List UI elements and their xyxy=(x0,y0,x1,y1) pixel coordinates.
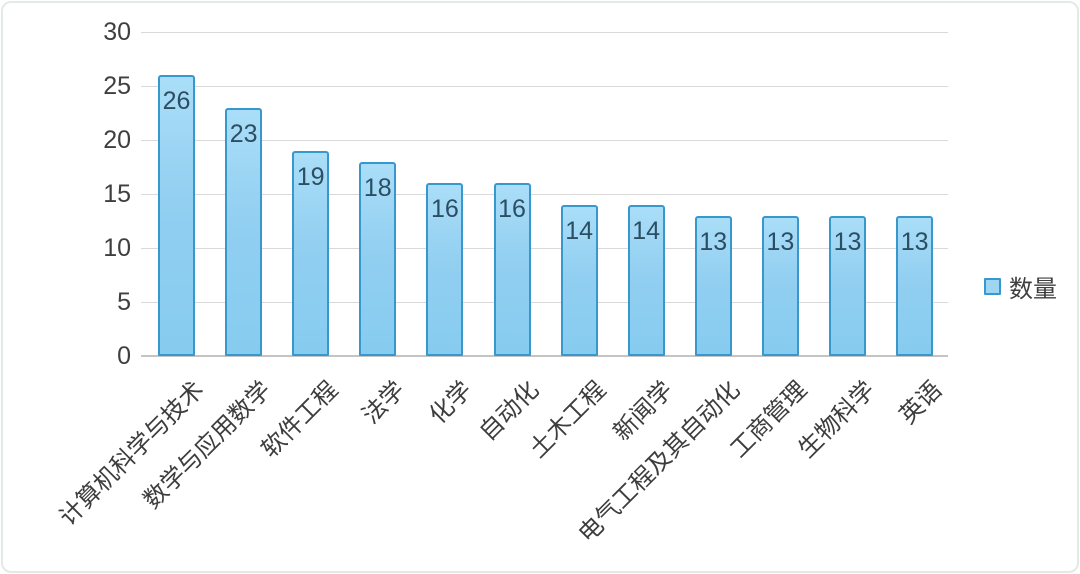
gridline xyxy=(141,194,948,195)
gridline xyxy=(141,140,948,141)
bar xyxy=(761,215,799,356)
bar xyxy=(292,150,330,356)
bar xyxy=(359,161,397,356)
bar xyxy=(560,204,598,356)
bar-value-label: 13 xyxy=(766,227,795,256)
y-axis-tick-label: 25 xyxy=(103,72,131,100)
gridline xyxy=(141,302,948,303)
bar xyxy=(493,183,531,356)
x-axis-category-label: 化学 xyxy=(424,376,478,430)
bar-value-label: 26 xyxy=(162,87,191,116)
bar xyxy=(829,215,866,356)
bar xyxy=(694,215,732,356)
bar-value-label: 23 xyxy=(229,119,258,148)
bar-value-label: 16 xyxy=(498,195,526,224)
bar-value-label: 16 xyxy=(430,195,459,224)
bar xyxy=(426,183,464,356)
bar xyxy=(158,75,195,356)
bar xyxy=(225,107,263,356)
bar-value-label: 19 xyxy=(296,162,325,191)
y-axis-tick-label: 15 xyxy=(103,180,131,208)
bar xyxy=(896,215,934,356)
y-axis-tick-label: 30 xyxy=(103,18,131,46)
x-axis-line xyxy=(141,355,948,357)
y-axis-tick-label: 5 xyxy=(117,288,131,316)
legend: 数量 xyxy=(984,269,1057,304)
x-axis-category-label: 英语 xyxy=(893,376,947,430)
y-axis-tick-label: 10 xyxy=(103,234,131,262)
x-axis-category-label: 数学与应用数学 xyxy=(138,376,276,515)
gridline xyxy=(141,248,948,249)
gridline xyxy=(141,86,948,87)
bar-value-label: 13 xyxy=(833,227,862,256)
bar-value-label: 13 xyxy=(699,227,728,256)
bar-value-label: 14 xyxy=(632,216,661,245)
bar-value-label: 18 xyxy=(363,173,392,202)
bar xyxy=(627,204,665,356)
bar-value-label: 14 xyxy=(565,216,593,245)
x-axis-category-label: 法学 xyxy=(357,376,411,430)
gridline xyxy=(141,32,948,33)
y-axis-tick-label: 0 xyxy=(117,342,131,370)
y-axis-tick-label: 20 xyxy=(103,126,131,154)
legend-label: 数量 xyxy=(1009,276,1057,303)
bar-value-label: 13 xyxy=(900,227,929,256)
legend-swatch-icon xyxy=(984,278,1001,295)
